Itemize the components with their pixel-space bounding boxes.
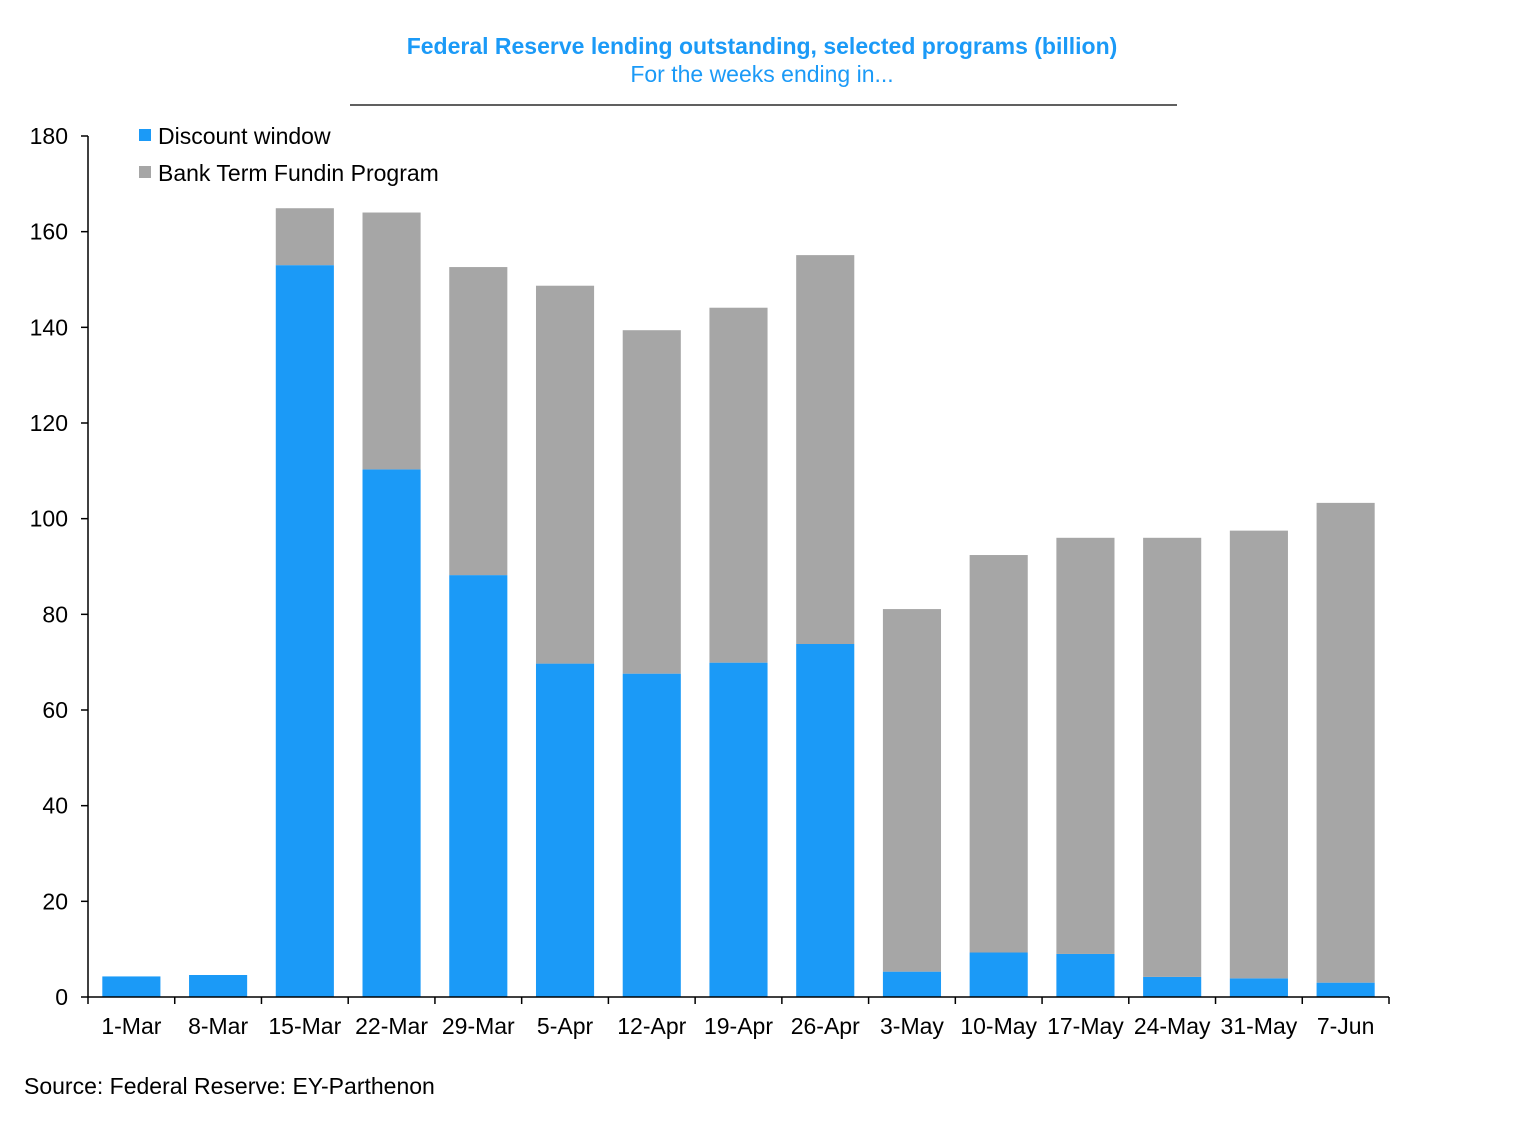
source-note: Source: Federal Reserve: EY-Parthenon bbox=[24, 1073, 435, 1099]
x-tick-label: 19-Apr bbox=[704, 1013, 773, 1039]
bar-btfp-5-apr bbox=[535, 285, 595, 664]
y-tick-label: 160 bbox=[30, 219, 68, 245]
y-tick-label: 40 bbox=[42, 793, 68, 819]
legend-label-btfp: Bank Term Fundin Program bbox=[158, 160, 439, 186]
x-tick-label: 3-May bbox=[880, 1013, 944, 1039]
y-tick-label: 20 bbox=[42, 888, 68, 914]
bar-btfp-3-may bbox=[882, 609, 942, 972]
x-tick-label: 26-Apr bbox=[791, 1013, 860, 1039]
chart-subtitle: For the weeks ending in... bbox=[630, 61, 893, 87]
y-tick-label: 60 bbox=[42, 697, 68, 723]
bars-group bbox=[102, 208, 1375, 997]
y-tick-label: 80 bbox=[42, 601, 68, 627]
y-tick-label: 180 bbox=[30, 123, 68, 149]
x-tick-label: 24-May bbox=[1134, 1013, 1211, 1039]
bar-discount-window-19-apr bbox=[709, 662, 768, 997]
bar-discount-window-31-may bbox=[1229, 978, 1288, 997]
bar-discount-window-17-may bbox=[1056, 953, 1115, 997]
x-tick-label: 10-May bbox=[960, 1013, 1037, 1039]
bar-discount-window-29-mar bbox=[449, 575, 508, 997]
x-tick-label: 8-Mar bbox=[188, 1013, 248, 1039]
bar-discount-window-26-apr bbox=[796, 643, 855, 997]
bar-btfp-7-jun bbox=[1316, 502, 1375, 983]
bar-discount-window-1-mar bbox=[102, 976, 161, 997]
bar-btfp-22-mar bbox=[362, 212, 421, 470]
bar-btfp-10-may bbox=[969, 555, 1028, 953]
x-tick-label: 1-Mar bbox=[101, 1013, 161, 1039]
x-tick-label: 12-Apr bbox=[617, 1013, 686, 1039]
bar-discount-window-5-apr bbox=[535, 663, 595, 997]
legend-swatch-discount-window bbox=[139, 129, 151, 141]
legend: Discount window Bank Term Fundin Program bbox=[139, 123, 439, 186]
x-tick-label: 15-Mar bbox=[268, 1013, 341, 1039]
legend-label-discount-window: Discount window bbox=[158, 123, 331, 149]
y-tick-label: 0 bbox=[55, 984, 68, 1010]
bar-discount-window-8-mar bbox=[189, 975, 248, 997]
x-tick-label: 17-May bbox=[1047, 1013, 1124, 1039]
bar-discount-window-12-apr bbox=[622, 673, 681, 997]
bar-discount-window-22-mar bbox=[362, 469, 421, 997]
x-tick-label: 5-Apr bbox=[537, 1013, 594, 1039]
x-tick-label: 22-Mar bbox=[355, 1013, 428, 1039]
bar-discount-window-3-may bbox=[882, 971, 942, 997]
bar-btfp-17-may bbox=[1056, 537, 1115, 954]
bar-discount-window-24-may bbox=[1143, 976, 1202, 997]
legend-swatch-btfp bbox=[139, 166, 151, 178]
bar-btfp-29-mar bbox=[449, 267, 508, 576]
x-tick-label: 29-Mar bbox=[442, 1013, 515, 1039]
x-tick-label: 31-May bbox=[1221, 1013, 1298, 1039]
bar-btfp-12-apr bbox=[622, 330, 681, 674]
bar-btfp-31-may bbox=[1229, 530, 1288, 979]
bar-btfp-15-mar bbox=[275, 208, 334, 266]
y-tick-label: 100 bbox=[30, 506, 68, 532]
bar-btfp-24-may bbox=[1143, 537, 1202, 977]
chart-title: Federal Reserve lending outstanding, sel… bbox=[407, 33, 1118, 59]
bar-discount-window-7-jun bbox=[1316, 982, 1375, 997]
bar-discount-window-15-mar bbox=[275, 265, 334, 997]
y-tick-label: 140 bbox=[30, 314, 68, 340]
axes-group: 0 20 40 60 80 100 120 140 160 180 1-Mar 8-Mar 15-Mar… bbox=[30, 123, 1390, 1039]
bar-btfp-26-apr bbox=[796, 255, 855, 644]
y-tick-label: 120 bbox=[30, 410, 68, 436]
bar-btfp-19-apr bbox=[709, 307, 768, 663]
bar-discount-window-10-may bbox=[969, 952, 1028, 997]
x-tick-label: 7-Jun bbox=[1317, 1013, 1375, 1039]
